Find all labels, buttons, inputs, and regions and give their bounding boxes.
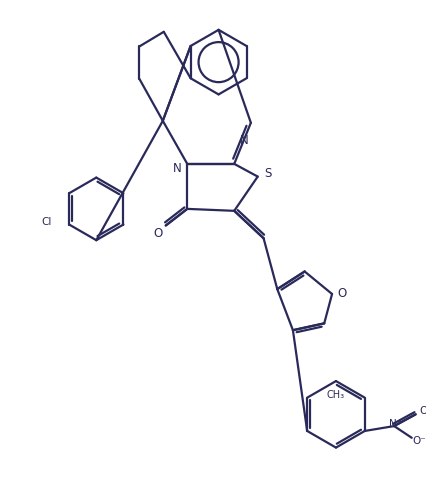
Text: N: N <box>173 162 181 175</box>
Text: N⁺: N⁺ <box>389 419 402 429</box>
Text: O: O <box>337 287 345 301</box>
Text: S: S <box>263 167 271 180</box>
Text: Cl: Cl <box>41 217 52 227</box>
Text: O⁻: O⁻ <box>412 436 426 446</box>
Text: CH₃: CH₃ <box>326 390 344 400</box>
Text: N: N <box>239 134 248 147</box>
Text: O: O <box>418 407 426 416</box>
Text: O: O <box>153 227 162 240</box>
